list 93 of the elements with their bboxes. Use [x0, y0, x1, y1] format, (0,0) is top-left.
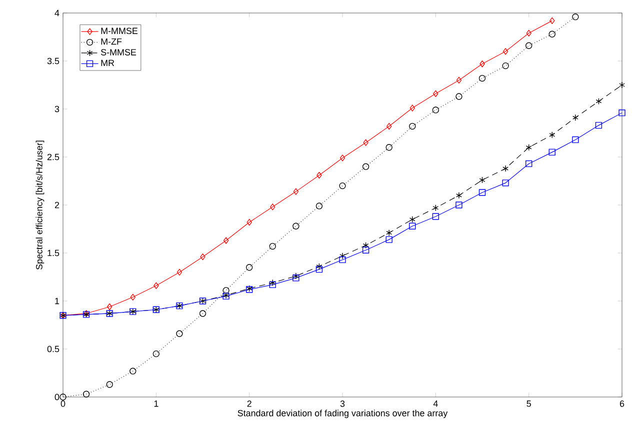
y-tick-label: 0.5 [47, 346, 60, 352]
point [526, 42, 532, 49]
point [152, 350, 160, 358]
point [246, 264, 253, 271]
point [480, 60, 485, 68]
point [502, 62, 509, 70]
point [386, 122, 392, 130]
point [199, 310, 206, 317]
legend-label: M-ZF [101, 38, 122, 45]
point [292, 222, 300, 230]
point [502, 165, 508, 172]
legend-label: M-MMSE [101, 28, 138, 34]
point [619, 82, 625, 88]
point [154, 282, 159, 289]
point [293, 188, 299, 195]
point [200, 254, 206, 260]
point [386, 144, 392, 151]
point [176, 330, 183, 337]
point [316, 266, 323, 273]
point [572, 114, 578, 121]
point [60, 394, 66, 400]
y-tick-label: 4 [54, 10, 60, 16]
y-axis-title: Spectral efficiency [bit/s/Hz/user] [36, 140, 44, 270]
point [130, 368, 136, 374]
point [316, 172, 322, 179]
point [456, 192, 462, 199]
point [618, 110, 626, 116]
point [176, 268, 182, 276]
point [246, 218, 252, 226]
point [432, 106, 440, 114]
point [433, 90, 438, 97]
point [409, 216, 416, 223]
point [222, 287, 230, 294]
point [456, 76, 462, 84]
point [572, 136, 579, 144]
point [479, 176, 486, 184]
point [339, 256, 346, 264]
x-tick-label: 6 [620, 400, 624, 407]
y-tick-label: 2 [54, 202, 60, 208]
point [432, 213, 440, 220]
y-tick-label: 1.5 [48, 250, 60, 256]
point [386, 230, 392, 236]
point [526, 30, 532, 36]
point [270, 204, 276, 210]
y-tick-label: 3.5 [47, 58, 60, 64]
x-tick-label: 2 [247, 400, 252, 407]
y-tick-label: 3 [54, 106, 60, 112]
point [548, 148, 556, 156]
point [549, 132, 556, 138]
point [526, 160, 532, 168]
point [340, 154, 346, 162]
point [130, 294, 136, 300]
point [339, 182, 346, 190]
point [596, 98, 602, 105]
point [269, 242, 276, 250]
point [362, 242, 369, 249]
point [456, 202, 462, 208]
point [548, 30, 556, 38]
point [386, 236, 392, 243]
x-axis-title: Standard deviation of fading variations over the array [238, 410, 448, 418]
point [106, 303, 112, 310]
point [595, 122, 602, 129]
x-tick-label: 1 [154, 400, 158, 407]
point [106, 381, 113, 388]
point [82, 390, 90, 398]
y-tick-label: 2.5 [47, 154, 60, 160]
point [526, 144, 532, 151]
point [362, 163, 370, 170]
point [550, 17, 555, 24]
y-tick-label: 0 [54, 394, 60, 400]
point [362, 246, 370, 254]
x-tick-label: 4 [433, 400, 438, 407]
point [478, 74, 486, 82]
point [409, 122, 416, 130]
point [363, 139, 368, 146]
y-tick-label: 1 [55, 298, 60, 304]
point [572, 14, 579, 20]
point [502, 48, 508, 55]
point [432, 204, 439, 212]
point [316, 263, 322, 270]
legend-label: S-MMSE [100, 49, 136, 56]
point [410, 104, 415, 112]
point [340, 252, 346, 260]
point [223, 237, 229, 244]
point [478, 189, 486, 196]
point [456, 93, 462, 100]
point [502, 180, 509, 186]
legend-label: MR [101, 60, 114, 66]
x-tick-label: 0 [60, 400, 66, 407]
x-tick-label: 3 [340, 400, 345, 407]
point [316, 202, 323, 210]
point [409, 222, 416, 230]
x-tick-label: 5 [526, 400, 531, 407]
